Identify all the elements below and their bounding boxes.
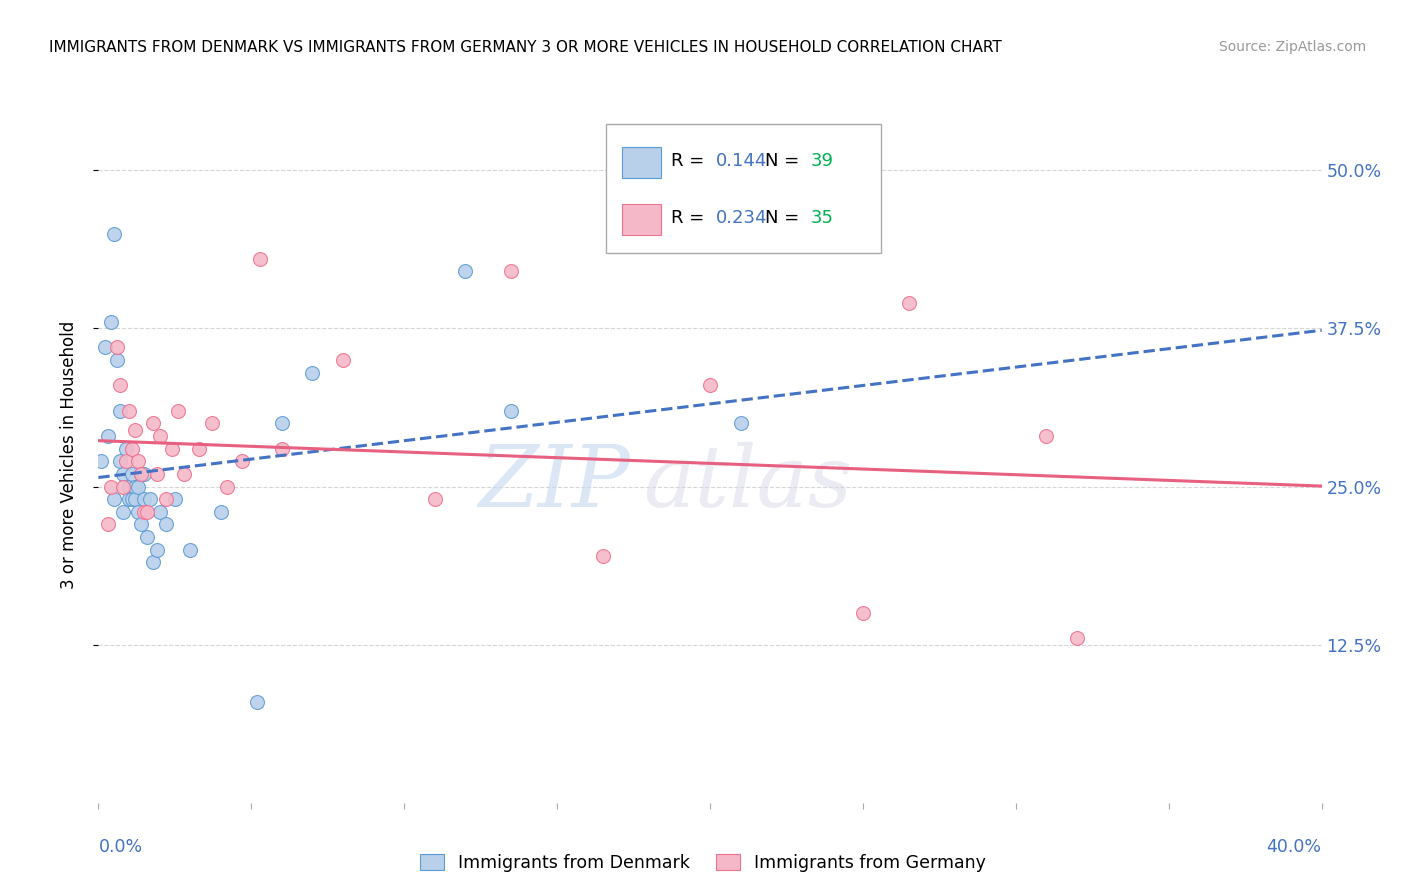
Point	[699, 378, 721, 392]
Point	[145, 542, 167, 557]
Point	[127, 454, 149, 468]
Text: 0.144: 0.144	[716, 153, 768, 170]
Point	[155, 492, 177, 507]
Point	[90, 454, 112, 468]
Point	[134, 505, 156, 519]
Point	[115, 454, 138, 468]
FancyBboxPatch shape	[621, 204, 661, 235]
Text: atlas: atlas	[643, 442, 852, 524]
Point	[149, 505, 172, 519]
Point	[97, 517, 120, 532]
Text: 39: 39	[810, 153, 834, 170]
Point	[136, 530, 159, 544]
Point	[149, 429, 172, 443]
Text: Source: ZipAtlas.com: Source: ZipAtlas.com	[1219, 40, 1367, 54]
Point	[129, 467, 152, 481]
Point	[105, 340, 128, 354]
Point	[249, 252, 271, 266]
Point	[108, 454, 131, 468]
Point	[108, 378, 131, 392]
Point	[115, 442, 138, 456]
Point	[111, 505, 134, 519]
Text: R =: R =	[671, 210, 710, 227]
Text: 35: 35	[810, 210, 834, 227]
Text: 40.0%: 40.0%	[1267, 838, 1322, 856]
Point	[231, 454, 253, 468]
Point	[105, 353, 128, 368]
Point	[173, 467, 195, 481]
Point	[1066, 632, 1088, 646]
Text: 0.0%: 0.0%	[98, 838, 142, 856]
Point	[127, 505, 149, 519]
Point	[332, 353, 354, 368]
Text: R =: R =	[671, 153, 710, 170]
Point	[301, 366, 323, 380]
Point	[454, 264, 477, 278]
Point	[188, 442, 211, 456]
Point	[111, 479, 134, 493]
Point	[111, 467, 134, 481]
Point	[852, 606, 875, 620]
Point	[136, 505, 159, 519]
Point	[93, 340, 115, 354]
Point	[121, 492, 143, 507]
Point	[124, 479, 146, 493]
Point	[423, 492, 446, 507]
Point	[103, 492, 125, 507]
Point	[124, 423, 146, 437]
Point	[730, 417, 752, 431]
Point	[246, 695, 269, 709]
Point	[1035, 429, 1057, 443]
Point	[108, 403, 131, 417]
Point	[103, 227, 125, 241]
Text: N =: N =	[765, 153, 806, 170]
Point	[270, 417, 292, 431]
Point	[155, 517, 177, 532]
FancyBboxPatch shape	[621, 147, 661, 178]
Point	[118, 479, 141, 493]
Point	[501, 403, 523, 417]
Point	[118, 403, 141, 417]
Text: N =: N =	[765, 210, 806, 227]
Legend: Immigrants from Denmark, Immigrants from Germany: Immigrants from Denmark, Immigrants from…	[413, 847, 993, 879]
Y-axis label: 3 or more Vehicles in Household: 3 or more Vehicles in Household	[59, 321, 77, 589]
Point	[124, 492, 146, 507]
Point	[100, 315, 122, 329]
Text: IMMIGRANTS FROM DENMARK VS IMMIGRANTS FROM GERMANY 3 OR MORE VEHICLES IN HOUSEHO: IMMIGRANTS FROM DENMARK VS IMMIGRANTS FR…	[49, 40, 1002, 55]
Point	[167, 403, 190, 417]
Point	[134, 467, 156, 481]
Point	[145, 467, 167, 481]
FancyBboxPatch shape	[606, 125, 882, 253]
Point	[142, 417, 165, 431]
Point	[179, 542, 201, 557]
Point	[160, 442, 183, 456]
Point	[897, 296, 920, 310]
Text: ZIP: ZIP	[478, 442, 630, 524]
Point	[501, 264, 523, 278]
Point	[97, 429, 120, 443]
Point	[215, 479, 238, 493]
Point	[129, 467, 152, 481]
Point	[100, 479, 122, 493]
Point	[592, 549, 614, 563]
Point	[200, 417, 222, 431]
Point	[270, 442, 292, 456]
Text: 0.234: 0.234	[716, 210, 768, 227]
Point	[134, 492, 156, 507]
Point	[139, 492, 162, 507]
Point	[163, 492, 186, 507]
Point	[209, 505, 232, 519]
Point	[121, 442, 143, 456]
Point	[129, 517, 152, 532]
Point	[118, 492, 141, 507]
Point	[121, 467, 143, 481]
Point	[142, 556, 165, 570]
Point	[127, 479, 149, 493]
